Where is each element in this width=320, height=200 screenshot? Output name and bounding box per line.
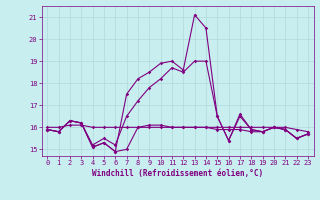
X-axis label: Windchill (Refroidissement éolien,°C): Windchill (Refroidissement éolien,°C) [92,169,263,178]
